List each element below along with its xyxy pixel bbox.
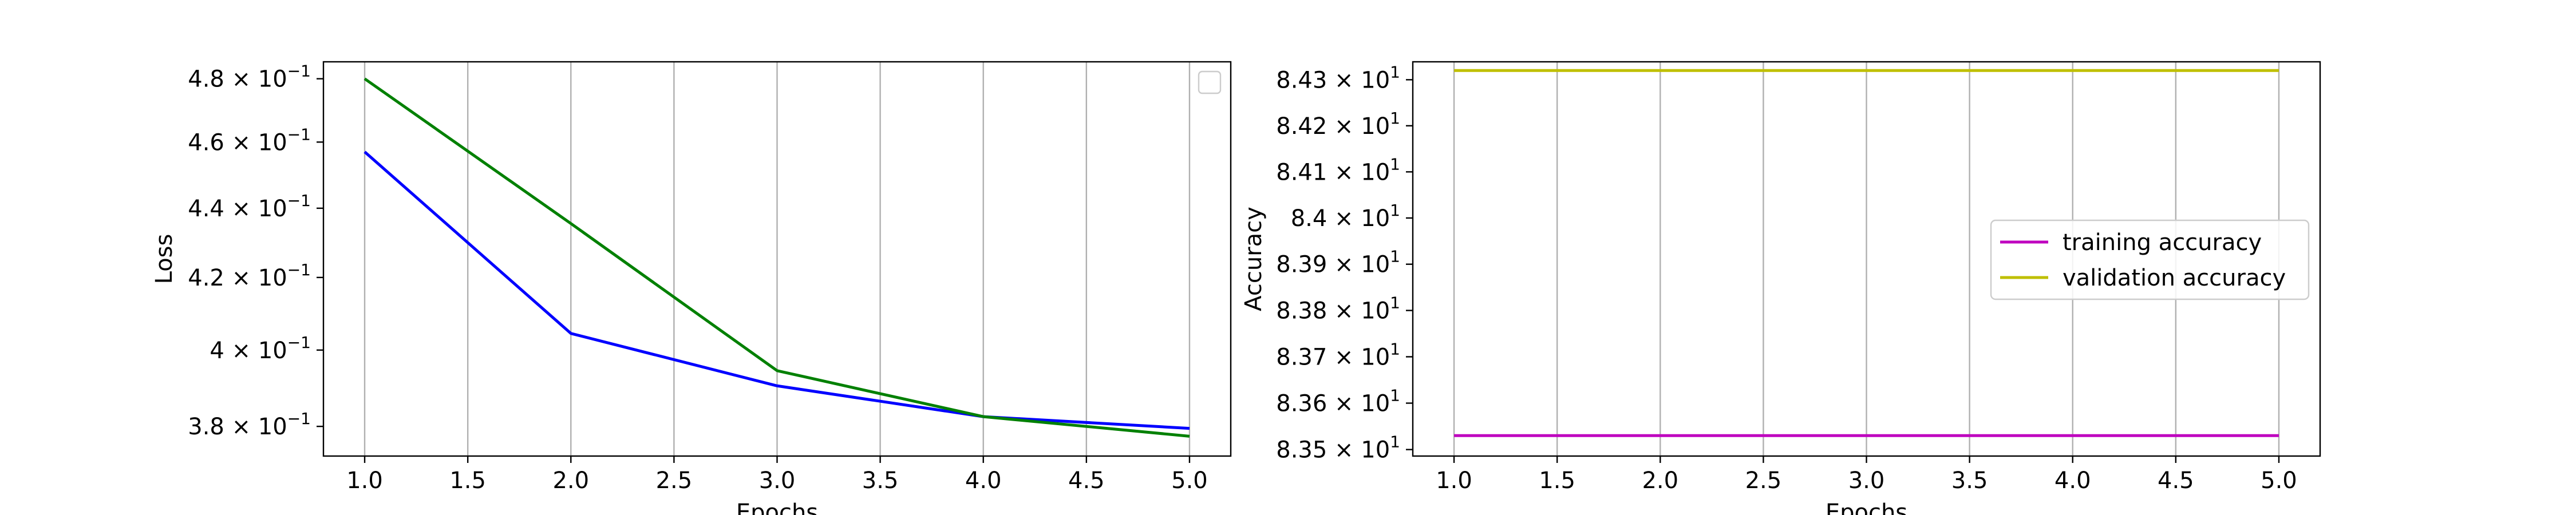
y-tick-label: 8.4 × 101 — [1291, 201, 1400, 232]
y-tick-label: 8.35 × 101 — [1276, 433, 1400, 464]
x-axis-label: Epochs — [1826, 500, 1907, 515]
y-tick-label: 4.8 × 10−1 — [188, 62, 311, 93]
x-tick-label: 3.5 — [1951, 468, 1988, 494]
y-tick-label: 8.42 × 101 — [1276, 109, 1400, 140]
y-tick-label: 3.8 × 10−1 — [188, 409, 311, 440]
empty-legend — [1198, 70, 1222, 94]
legend: training accuracy validation accuracy — [1990, 219, 2310, 300]
accuracy-chart: 1.0 1.5 2.0 2.5 3.0 3.5 4.0 4.5 5.0 8.35 × 101 8.3… — [1240, 61, 2321, 515]
x-tick-label: 5.0 — [2261, 468, 2297, 494]
y-tick-label: 8.43 × 101 — [1276, 62, 1400, 93]
loss-chart: 1.0 1.5 2.0 2.5 3.0 3.5 4.0 4.5 5.0 3.8 × 10−1 4 ×… — [151, 61, 1232, 515]
y-tick-label: 4.6 × 10−1 — [188, 125, 311, 156]
y-tick-label: 8.39 × 101 — [1276, 247, 1400, 278]
y-tick-label: 8.37 × 101 — [1276, 339, 1400, 370]
y-tick-label: 4.4 × 10−1 — [188, 191, 311, 222]
y-axis-label: Accuracy — [1240, 207, 1267, 311]
y-tick-label: 8.38 × 101 — [1276, 294, 1400, 324]
legend-label: validation accuracy — [2063, 265, 2286, 291]
axes-frame — [1412, 61, 2321, 457]
axes-frame — [322, 61, 1232, 457]
y-tick-label: 4.2 × 10−1 — [188, 260, 311, 291]
x-tick-label: 2.0 — [552, 468, 589, 494]
x-tick-label: 2.5 — [656, 468, 693, 494]
x-tick-label: 4.5 — [2158, 468, 2194, 494]
x-tick-label: 4.5 — [1068, 468, 1105, 494]
y-axis-label: Loss — [151, 234, 177, 284]
series-line-2 — [364, 77, 1190, 438]
x-tick-label: 2.5 — [1745, 468, 1782, 494]
x-tick-label: 1.0 — [346, 468, 383, 494]
x-tick-label: 3.5 — [862, 468, 899, 494]
x-tick-label: 1.0 — [1436, 468, 1472, 494]
legend-label: training accuracy — [2063, 229, 2262, 256]
x-tick-label: 1.5 — [1539, 468, 1575, 494]
series-line-1 — [364, 150, 1190, 430]
y-tick-label: 8.36 × 101 — [1276, 386, 1400, 417]
x-tick-label: 4.0 — [2055, 468, 2091, 494]
x-tick-label: 5.0 — [1171, 468, 1208, 494]
x-tick-label: 3.0 — [759, 468, 796, 494]
x-tick-label: 2.0 — [1642, 468, 1678, 494]
x-tick-label: 1.5 — [449, 468, 486, 494]
y-tick-label: 8.41 × 101 — [1276, 154, 1400, 185]
x-tick-label: 4.0 — [965, 468, 1002, 494]
legend-frame — [1990, 219, 2310, 300]
x-tick-label: 3.0 — [1848, 468, 1885, 494]
x-axis-label: Epochs — [736, 500, 818, 515]
y-tick-label: 4 × 10−1 — [210, 333, 311, 364]
